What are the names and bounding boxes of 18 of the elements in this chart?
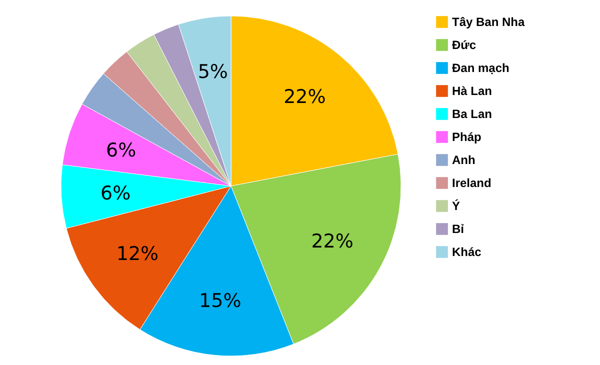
legend-label: Đức [452,38,476,52]
legend-label: Anh [452,153,476,167]
legend-label: Ý [452,199,460,213]
legend-label: Khác [452,245,482,259]
legend-label: Pháp [452,130,482,144]
legend-label: Hà Lan [452,84,492,98]
data-label: 6% [106,139,136,162]
legend-label: Bỉ [452,222,465,236]
legend-label: Ba Lan [452,107,492,121]
data-label: 6% [100,182,131,204]
data-label: 5% [198,60,228,83]
data-label: 22% [311,230,354,253]
legend-label: Tây Ban Nha [452,15,526,29]
legend-label: Đan mạch [452,61,510,75]
data-label: 12% [116,242,159,265]
data-label: 15% [199,290,242,312]
data-label: 22% [284,86,326,108]
legend-label: Ireland [452,176,492,190]
